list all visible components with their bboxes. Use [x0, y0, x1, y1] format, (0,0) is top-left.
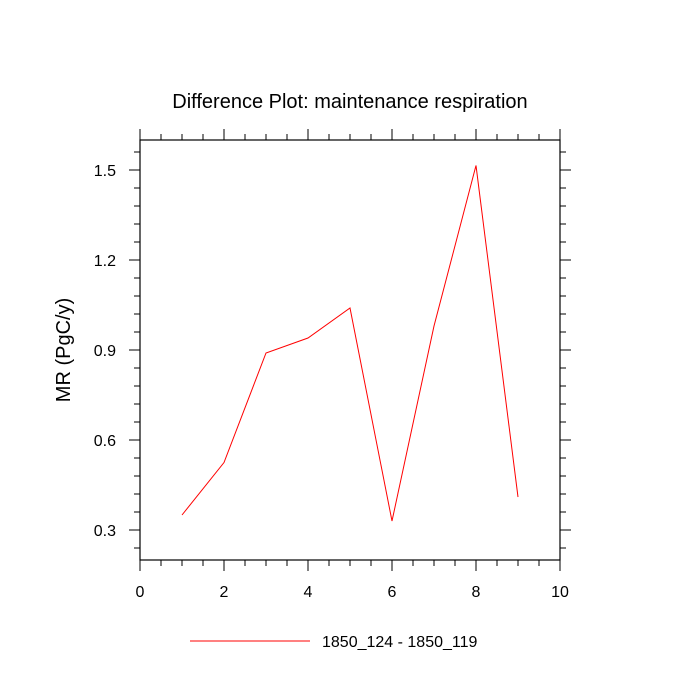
y-tick-label: 1.5 [94, 163, 116, 180]
y-tick-label: 0.9 [94, 343, 116, 360]
chart-title: Difference Plot: maintenance respiration [172, 91, 527, 113]
axis-ticks [129, 129, 571, 571]
x-tick-label: 0 [136, 584, 145, 601]
plot-frame [139, 139, 561, 561]
series-line [181, 165, 519, 522]
y-tick-label: 0.3 [94, 523, 116, 540]
x-tick-label: 4 [304, 584, 313, 601]
x-tick-label: 10 [551, 584, 569, 601]
y-tick-label: 1.2 [94, 253, 116, 270]
y-axis-label: MR (PgC/y) [53, 298, 75, 402]
legend: 1850_124 - 1850_119 [190, 634, 478, 651]
axis-tick-labels: 0 2 4 6 8 10 0.3 0.6 0.9 1.2 1.5 [94, 163, 569, 601]
x-tick-label: 8 [472, 584, 481, 601]
y-tick-label: 0.6 [94, 433, 116, 450]
x-tick-label: 2 [220, 584, 229, 601]
legend-label: 1850_124 - 1850_119 [322, 634, 478, 651]
x-tick-label: 6 [388, 584, 397, 601]
series-group [181, 165, 519, 522]
